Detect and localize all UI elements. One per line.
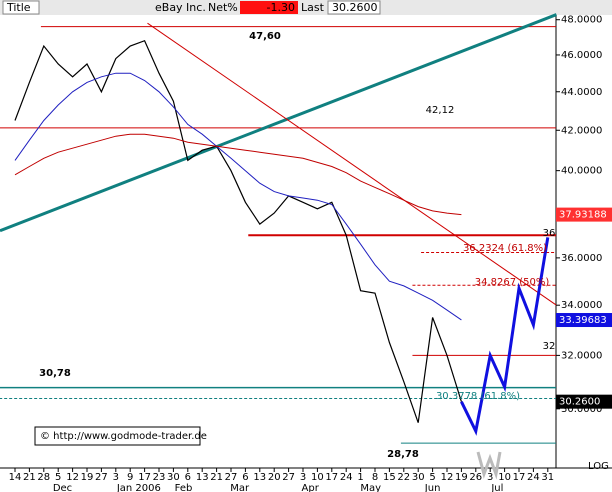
- price-box-label: 37.93188: [559, 210, 607, 221]
- annotation: 47,60: [249, 31, 281, 42]
- x-tick-label: 24: [527, 472, 540, 483]
- x-tick-label: 17: [138, 472, 151, 483]
- header-symbol: eBay Inc.: [155, 1, 206, 14]
- x-tick-label: 31: [541, 472, 554, 483]
- x-tick-label: 20: [268, 472, 281, 483]
- x-tick-label: 12: [441, 472, 454, 483]
- x-tick-label: 6: [185, 472, 191, 483]
- x-tick-label: 24: [340, 472, 353, 483]
- x-tick-label: 21: [23, 472, 36, 483]
- watermark: [476, 451, 502, 480]
- x-tick-label: 5: [55, 472, 61, 483]
- annotation: 42,12: [426, 105, 455, 116]
- annotation: 32: [543, 341, 556, 352]
- x-tick-label: 13: [253, 472, 266, 483]
- x-tick-label: 19: [455, 472, 468, 483]
- trendline: [0, 13, 557, 233]
- month-label: Jun: [424, 483, 441, 492]
- price-box: [556, 313, 612, 328]
- y-tick-label: 40.0000: [561, 166, 602, 177]
- month-label: May: [360, 483, 381, 492]
- title-box: [2, 0, 40, 15]
- header-last-label: Last: [301, 1, 325, 14]
- x-tick-label: 19: [81, 472, 94, 483]
- annotation: 36.2324 (61.8%): [463, 243, 547, 254]
- header-bar: [0, 0, 612, 15]
- header-net-label: Net%: [208, 1, 238, 14]
- y-tick-label: 42.0000: [561, 125, 602, 136]
- x-tick-label: 10: [498, 472, 511, 483]
- x-tick-label: 6: [242, 472, 248, 483]
- month-label: Dec: [53, 483, 72, 492]
- month-label: Jul: [490, 483, 503, 492]
- y-tick-label: 32.0000: [561, 350, 602, 361]
- annotation: 34.8267 (50%): [475, 277, 550, 288]
- x-tick-label: 3: [300, 472, 306, 483]
- annotation: 36: [543, 228, 556, 239]
- month-label: Mar: [230, 483, 250, 492]
- series-line: [460, 237, 550, 436]
- annotation: 30.3778 (61.8%): [436, 391, 520, 402]
- series-line: [14, 133, 462, 216]
- x-tick-label: 10: [311, 472, 324, 483]
- price-box-label: 33.39683: [559, 315, 607, 326]
- month-label: Apr: [302, 483, 320, 492]
- series-line: [14, 72, 462, 321]
- x-tick-label: 12: [66, 472, 79, 483]
- scale-label: LOG: [588, 461, 609, 472]
- x-tick-label: 27: [95, 472, 108, 483]
- month-label: Jan 2006: [116, 483, 161, 492]
- series-line: [14, 39, 462, 423]
- x-tick-label: 26: [469, 472, 482, 483]
- copyright: © http://www.godmode-trader.de: [40, 431, 207, 442]
- annotation: 30,78: [39, 368, 71, 379]
- header-net-value: -1.30: [267, 1, 295, 14]
- x-tick-label: 23: [153, 472, 166, 483]
- x-tick-label: 21: [210, 472, 223, 483]
- x-tick-label: 15: [383, 472, 396, 483]
- x-tick-label: 1: [357, 472, 363, 483]
- x-tick-label: 5: [429, 472, 435, 483]
- x-tick-label: 17: [513, 472, 526, 483]
- net-box: [240, 1, 298, 14]
- x-tick-label: 22: [397, 472, 410, 483]
- x-tick-label: 14: [9, 472, 22, 483]
- price-box: [556, 207, 612, 222]
- y-tick-label: 36.0000: [561, 253, 602, 264]
- last-box: [327, 0, 381, 15]
- x-tick-label: 3: [487, 472, 493, 483]
- y-tick-label: 30.0000: [561, 404, 602, 415]
- trendline: [147, 22, 557, 306]
- x-tick-label: 17: [325, 472, 338, 483]
- y-tick-label: 34.0000: [561, 300, 602, 311]
- x-tick-label: 27: [282, 472, 295, 483]
- y-tick-label: 48.0000: [561, 15, 602, 26]
- month-label: Feb: [175, 483, 193, 492]
- annotation: 28,78: [387, 449, 419, 460]
- copyright-box: [34, 426, 201, 446]
- x-tick-label: 13: [196, 472, 209, 483]
- x-tick-label: 30: [412, 472, 425, 483]
- y-tick-label: 46.0000: [561, 50, 602, 61]
- price-box-label: 30.2600: [559, 397, 600, 408]
- x-tick-label: 30: [167, 472, 180, 483]
- header-last-value: 30.2600: [332, 1, 378, 14]
- price-box: [556, 394, 612, 409]
- x-tick-label: 8: [372, 472, 378, 483]
- x-tick-label: 3: [113, 472, 119, 483]
- header-title: Title: [6, 1, 31, 14]
- x-tick-label: 27: [225, 472, 238, 483]
- x-tick-label: 28: [37, 472, 50, 483]
- y-tick-label: 44.0000: [561, 87, 602, 98]
- x-tick-label: 9: [127, 472, 133, 483]
